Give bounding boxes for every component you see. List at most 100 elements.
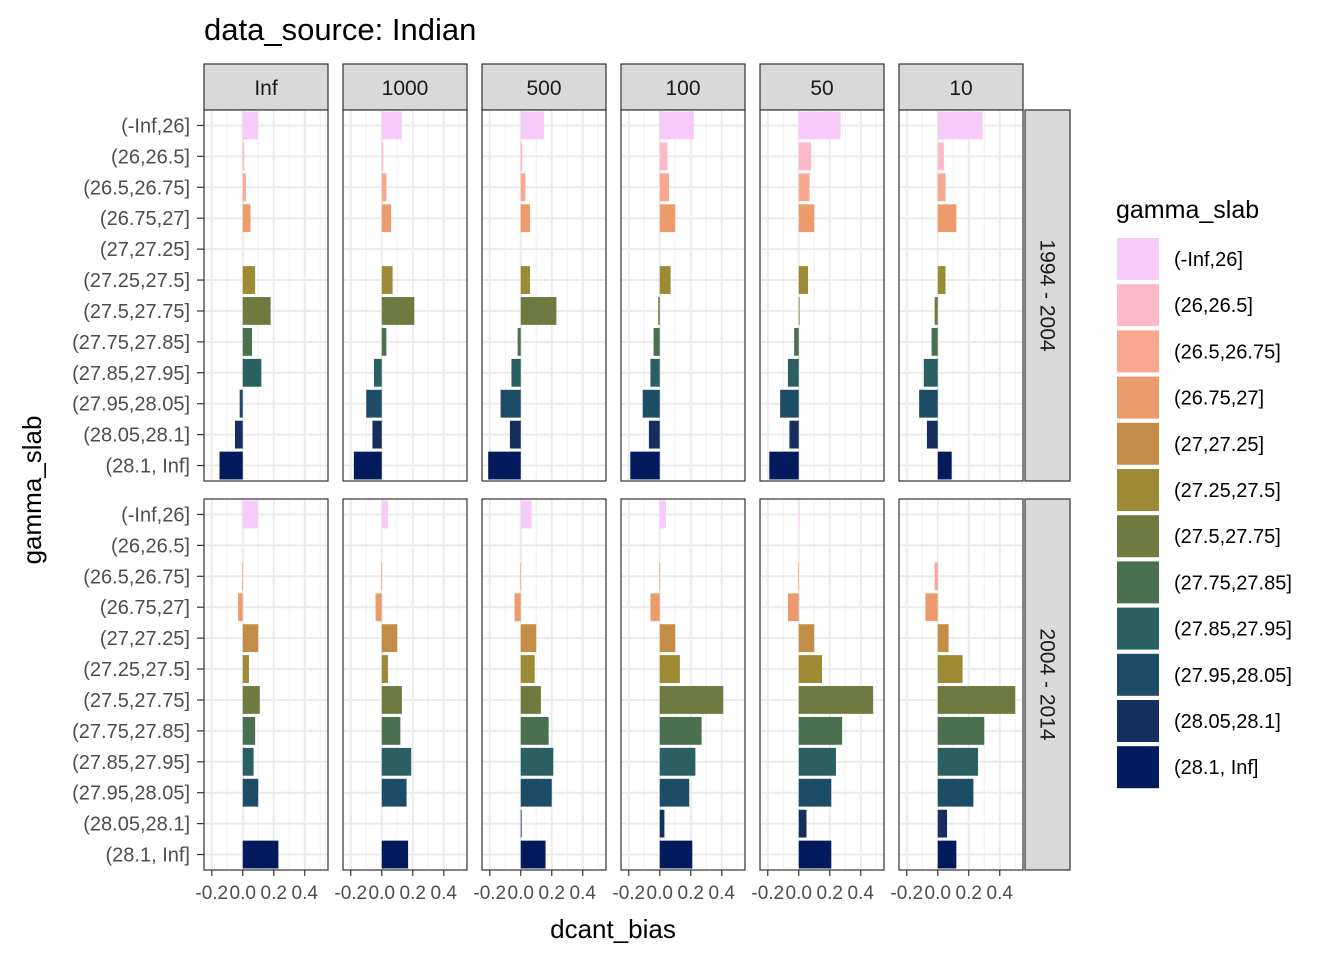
x-tick-label: 0.4 [570, 883, 597, 904]
bar [242, 500, 259, 529]
x-axis-label: dcant_bias [550, 914, 676, 944]
facet-strip-col-label: 50 [810, 77, 833, 100]
bar [798, 111, 841, 140]
bar [650, 358, 660, 387]
panel-border [203, 109, 329, 482]
legend-label: (-Inf,26] [1174, 249, 1243, 271]
bar [923, 358, 938, 387]
bar [242, 111, 259, 140]
bar [659, 809, 665, 838]
panel-border [481, 498, 607, 871]
panel-background [482, 499, 606, 870]
bar [937, 778, 974, 807]
y-tick-label: (27.25,27.5] [83, 270, 190, 292]
bar [937, 204, 957, 233]
facet-strip-col-label: 10 [949, 77, 972, 100]
bar [235, 420, 243, 449]
bar [381, 655, 388, 683]
panel-background [343, 110, 467, 481]
x-tick-label: 0.4 [431, 883, 458, 904]
legend-items: (-Inf,26] (26,26.5] (26.5,26.75] (26.75,27]… [1117, 238, 1292, 789]
bar [242, 142, 245, 171]
panel-background [621, 110, 745, 481]
bar [381, 747, 412, 776]
facet-strip-col [203, 63, 329, 111]
y-tick-label: (27.75,27.85] [72, 721, 190, 743]
bar [931, 327, 938, 356]
panel-background [343, 499, 467, 870]
facet-strip-row [1024, 498, 1071, 871]
bar [937, 451, 952, 480]
legend-key [1117, 376, 1159, 419]
bar [934, 562, 938, 591]
x-tick-label: -0.2 [195, 883, 228, 904]
bar [659, 111, 694, 140]
bar [520, 809, 522, 838]
bar [366, 389, 382, 418]
legend-key [1117, 330, 1159, 373]
x-tick-label: 0.2 [261, 883, 287, 904]
x-tick-label: 0.2 [539, 883, 565, 904]
bar [372, 420, 382, 449]
bar [239, 389, 243, 418]
panel-background [760, 110, 884, 481]
legend-label: (27.5,27.75] [1174, 526, 1281, 548]
bar [934, 297, 938, 325]
x-tick-label: 0.2 [678, 883, 704, 904]
bar [658, 562, 660, 591]
bar [659, 655, 680, 683]
bar [381, 142, 384, 171]
facet-strip-col [620, 63, 746, 111]
legend-key [1117, 700, 1159, 742]
panel-background [899, 499, 1023, 870]
bar [659, 686, 724, 714]
x-tick-label: -0.2 [612, 883, 645, 904]
panel-border [342, 109, 468, 482]
panel-background [899, 110, 1023, 481]
y-tick-label: (26,26.5] [111, 535, 190, 557]
bar [520, 111, 544, 140]
bar [780, 389, 799, 418]
bar [789, 420, 799, 449]
legend-label: (28.05,28.1] [1174, 711, 1281, 733]
bar [659, 778, 690, 807]
y-tick-label: (28.05,28.1] [83, 425, 190, 447]
bar [630, 451, 660, 480]
bar [659, 266, 671, 294]
facet-strip-row [1024, 109, 1071, 482]
facet-strip-col [342, 63, 468, 111]
bar [520, 624, 537, 653]
y-tick-label: (28.1, Inf] [106, 845, 191, 867]
bar [659, 204, 676, 233]
bar [238, 593, 243, 622]
bar [520, 655, 535, 683]
bar [798, 809, 807, 838]
legend-label: (26.75,27] [1174, 388, 1264, 410]
y-tick-label: (26.5,26.75] [83, 177, 190, 199]
bar [381, 778, 407, 807]
bar [488, 451, 521, 480]
bar [380, 562, 382, 591]
x-tick-label: 0.0 [230, 883, 256, 904]
bar [242, 173, 246, 202]
y-tick-label: (27.75,27.85] [72, 332, 190, 354]
y-tick-label: (27,27.25] [100, 628, 190, 650]
bar [769, 451, 799, 480]
bar [798, 778, 832, 807]
bar [509, 420, 521, 449]
bar [798, 716, 843, 745]
legend-label: (27.25,27.5] [1174, 480, 1281, 502]
x-tick-label: 0.4 [848, 883, 875, 904]
y-tick-label: (27.5,27.75] [83, 690, 190, 712]
x-tick-label: -0.2 [473, 883, 506, 904]
x-tick-label: -0.2 [751, 883, 784, 904]
legend-label: (27.75,27.85] [1174, 572, 1292, 594]
panel-border [620, 498, 746, 871]
bar [659, 840, 693, 869]
panel-border [342, 498, 468, 871]
y-tick-label: (28.1, Inf] [106, 456, 191, 478]
legend-label: (26.5,26.75] [1174, 341, 1281, 363]
bar [659, 173, 670, 202]
y-axis-label: gamma_slab [17, 416, 47, 565]
